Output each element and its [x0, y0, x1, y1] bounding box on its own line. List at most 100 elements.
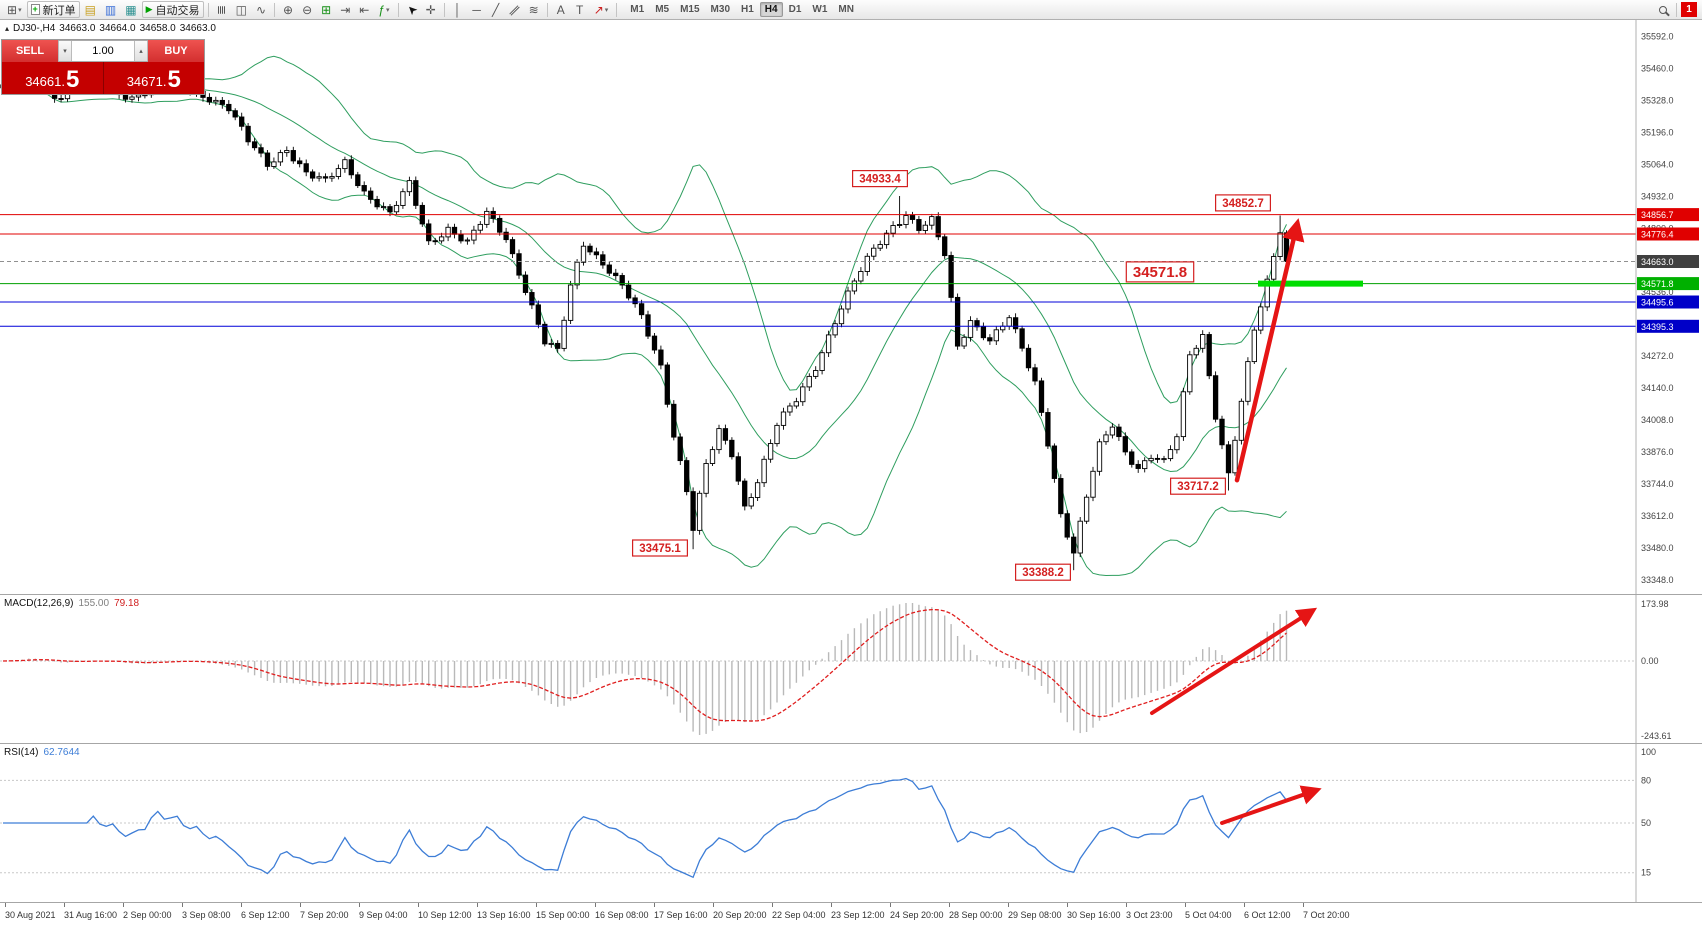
trendline-glyph: ╱: [492, 2, 500, 17]
new-order-doc-icon: +: [30, 4, 40, 15]
timeframe-H4[interactable]: H4: [759, 2, 783, 17]
svg-text:33348.0: 33348.0: [1641, 575, 1674, 585]
candles: [0, 68, 1290, 571]
svg-text:35196.0: 35196.0: [1641, 127, 1674, 137]
time-tick: [772, 903, 773, 907]
rsi-value: 62.7644: [43, 747, 80, 758]
search-icon[interactable]: [1654, 1, 1672, 18]
channel-icon[interactable]: ∥: [506, 1, 524, 18]
tile-windows-icon[interactable]: ⊞: [317, 1, 335, 18]
time-label: 28 Sep 00:00: [949, 910, 1003, 920]
zoom-in-icon[interactable]: ⊕: [279, 1, 297, 18]
price-annotation[interactable]: 34852.7: [1214, 194, 1271, 212]
macd-label: MACD(12,26,9) 155.00 79.18: [4, 598, 139, 609]
notification-badge[interactable]: 1: [1681, 2, 1697, 17]
chart-ohlc-header: ▴ DJ30-,H4 34663.0 34664.0 34658.0 34663…: [5, 23, 216, 34]
timeframe-M30[interactable]: M30: [710, 4, 730, 15]
volume-input[interactable]: ▾ 1.00 ▴: [58, 40, 148, 62]
time-axis[interactable]: 30 Aug 2021 31 Aug 16:00 2 Sep 00:00 3 Sep …: [0, 903, 1702, 927]
rsi-pane[interactable]: 100 80 50 15: [0, 744, 1702, 902]
macd-pane[interactable]: 173.98 0.00 -243.61: [0, 595, 1702, 743]
vertical-line-icon[interactable]: │: [449, 1, 467, 18]
pane-separator[interactable]: [0, 902, 1702, 903]
zoom-out-icon[interactable]: ⊖: [298, 1, 316, 18]
line-chart-icon[interactable]: ∿: [252, 1, 270, 18]
svg-text:33717.2: 33717.2: [1177, 481, 1219, 493]
magnifier-glyph: [1659, 5, 1667, 14]
strategy-tester-icon[interactable]: ▦: [121, 1, 140, 18]
trend-arrow-macd[interactable]: [1150, 607, 1318, 715]
new-order-button[interactable]: + 新订单: [26, 1, 80, 18]
candles-glyph: ◫: [235, 2, 247, 17]
svg-text:50: 50: [1641, 818, 1651, 828]
data-window-icon[interactable]: ▥: [101, 1, 120, 18]
svg-text:33744.0: 33744.0: [1641, 479, 1674, 489]
main-chart[interactable]: 34933.4 34852.7 34571.8 33717.2 33475.1 33388…: [0, 20, 1702, 594]
rsi-axis-labels: 100 80 50 15: [1641, 747, 1656, 878]
volume-decrease-button[interactable]: ▾: [58, 41, 72, 61]
timeframe-M15[interactable]: M15: [680, 4, 700, 15]
volume-value[interactable]: 1.00: [92, 45, 114, 57]
price-axis-labels: 35592.0 35460.0 35328.0 35196.0 35064.0 34932…: [1641, 32, 1674, 586]
price-annotation[interactable]: 33388.2: [1014, 563, 1071, 581]
buy-price[interactable]: 34671. 5: [102, 62, 204, 94]
label-tool-icon[interactable]: T: [571, 1, 589, 18]
cursor-icon[interactable]: ➤: [403, 1, 421, 18]
market-watch-icon[interactable]: ▤: [81, 1, 100, 18]
time-label: 2 Sep 00:00: [123, 910, 172, 920]
pane-separator[interactable]: [0, 594, 1702, 595]
sell-price-big-digit: 5: [65, 66, 80, 93]
symbol-marker-icon: ▴: [5, 24, 10, 33]
price-axis-tag: 34856.7: [1637, 208, 1699, 222]
sell-button[interactable]: SELL: [2, 40, 58, 62]
sell-price[interactable]: 34661. 5: [2, 62, 103, 94]
timeframe-H1[interactable]: H1: [741, 4, 754, 15]
rsi-label: RSI(14) 62.7644: [4, 747, 80, 758]
crosshair-icon[interactable]: ✛: [422, 1, 440, 18]
time-label: 30 Aug 2021: [5, 910, 56, 920]
timeframe-MN[interactable]: MN: [838, 4, 854, 15]
svg-text:33876.0: 33876.0: [1641, 447, 1674, 457]
price-annotation[interactable]: 34571.8: [1125, 261, 1195, 283]
price-annotation[interactable]: 33475.1: [631, 539, 688, 557]
fibonacci-icon[interactable]: ≋: [525, 1, 543, 18]
candlestick-chart-icon[interactable]: ◫: [232, 1, 251, 18]
svg-text:34140.0: 34140.0: [1641, 383, 1674, 393]
algo-trading-button[interactable]: ▶ 自动交易: [141, 1, 204, 18]
trend-arrow-rsi[interactable]: [1220, 785, 1322, 825]
new-chart-icon[interactable]: ⊞ ▾: [3, 1, 26, 18]
time-label: 15 Sep 00:00: [536, 910, 590, 920]
fibonacci-glyph: ≋: [528, 2, 539, 17]
timeframe-D1[interactable]: D1: [788, 4, 802, 15]
trend-arrow-main[interactable]: [1234, 218, 1305, 483]
volume-increase-button[interactable]: ▴: [134, 41, 148, 61]
timeframe-M1[interactable]: M1: [630, 4, 645, 15]
price-annotation[interactable]: 34933.4: [851, 170, 908, 188]
buy-button[interactable]: BUY: [148, 40, 204, 62]
rsi-line: [3, 777, 1288, 879]
indicators-glyph: ƒ: [378, 2, 385, 17]
trendline-icon[interactable]: ╱: [487, 1, 505, 18]
time-tick: [182, 903, 183, 907]
timeframe-M5[interactable]: M5: [655, 4, 670, 15]
svg-text:33388.2: 33388.2: [1022, 567, 1064, 579]
bar-chart-icon[interactable]: ≣: [213, 1, 231, 18]
timeframe-W1[interactable]: W1: [812, 4, 828, 15]
ohlc-low: 34658.0: [139, 23, 176, 34]
chevron-down-icon: ▾: [386, 6, 390, 14]
label-glyph: T: [576, 2, 584, 17]
auto-scroll-icon[interactable]: ⇥: [336, 1, 354, 18]
macd-main-value: 155.00: [78, 598, 110, 609]
horizontal-line-icon[interactable]: ─: [468, 1, 486, 18]
text-tool-icon[interactable]: A: [552, 1, 570, 18]
arrows-tool-icon[interactable]: ↗ ▾: [590, 1, 613, 18]
price-annotation[interactable]: 33717.2: [1169, 477, 1226, 495]
pane-separator[interactable]: [0, 743, 1702, 744]
indicators-icon[interactable]: ƒ ▾: [374, 1, 393, 18]
time-label: 3 Sep 08:00: [182, 910, 231, 920]
time-label: 13 Sep 16:00: [477, 910, 531, 920]
time-tick: [5, 903, 6, 907]
toolbar-separator: [1676, 2, 1677, 17]
chart-shift-icon[interactable]: ⇤: [355, 1, 373, 18]
algo-trading-label: 自动交易: [155, 4, 200, 17]
